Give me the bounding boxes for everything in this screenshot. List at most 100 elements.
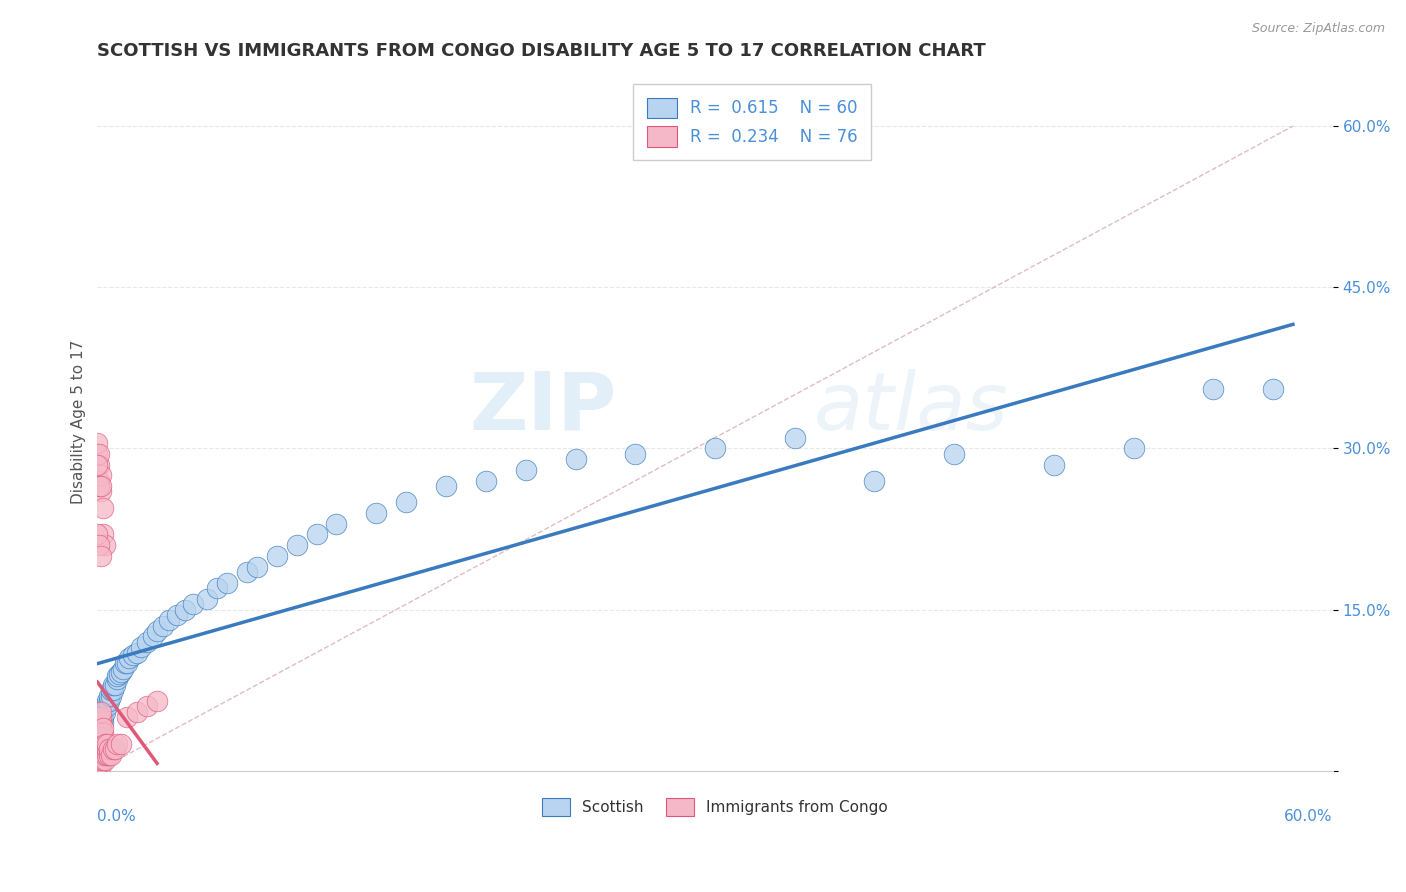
Point bbox=[91, 710, 114, 724]
Point bbox=[86, 747, 108, 762]
Point bbox=[94, 705, 117, 719]
Point bbox=[285, 538, 308, 552]
Point bbox=[114, 657, 136, 671]
Point bbox=[115, 657, 138, 671]
Point bbox=[127, 646, 149, 660]
Point bbox=[94, 737, 117, 751]
Point bbox=[89, 458, 111, 472]
Point bbox=[90, 721, 112, 735]
Point bbox=[89, 758, 111, 772]
Point bbox=[89, 729, 111, 743]
Point bbox=[94, 742, 117, 756]
Point bbox=[104, 678, 127, 692]
Point bbox=[246, 559, 269, 574]
Point bbox=[90, 479, 112, 493]
Point bbox=[94, 699, 117, 714]
Text: 60.0%: 60.0% bbox=[1284, 809, 1333, 824]
Point bbox=[1043, 458, 1066, 472]
Point bbox=[89, 726, 111, 740]
Point bbox=[86, 458, 108, 472]
Point bbox=[110, 665, 132, 679]
Point bbox=[94, 747, 117, 762]
Text: 0.0%: 0.0% bbox=[97, 809, 136, 824]
Point bbox=[91, 527, 114, 541]
Point bbox=[91, 737, 114, 751]
Text: ZIP: ZIP bbox=[470, 368, 616, 447]
Legend: Scottish, Immigrants from Congo: Scottish, Immigrants from Congo bbox=[536, 791, 894, 822]
Point bbox=[86, 744, 108, 758]
Point bbox=[89, 751, 111, 765]
Point bbox=[96, 747, 118, 762]
Text: Source: ZipAtlas.com: Source: ZipAtlas.com bbox=[1251, 22, 1385, 36]
Point bbox=[89, 538, 111, 552]
Point bbox=[89, 731, 111, 746]
Point bbox=[195, 591, 218, 606]
Point bbox=[90, 549, 112, 563]
Point bbox=[89, 742, 111, 756]
Point bbox=[90, 753, 112, 767]
Point bbox=[98, 747, 121, 762]
Point bbox=[266, 549, 288, 563]
Point bbox=[783, 431, 806, 445]
Point bbox=[205, 581, 228, 595]
Point bbox=[90, 710, 112, 724]
Point bbox=[91, 747, 114, 762]
Point bbox=[89, 479, 111, 493]
Point bbox=[122, 648, 145, 662]
Point bbox=[118, 651, 141, 665]
Point bbox=[90, 747, 112, 762]
Point bbox=[91, 705, 114, 719]
Point bbox=[105, 673, 128, 687]
Point bbox=[86, 755, 108, 769]
Point bbox=[305, 527, 328, 541]
Point bbox=[434, 479, 457, 493]
Point bbox=[90, 726, 112, 740]
Point bbox=[146, 694, 169, 708]
Point bbox=[564, 452, 586, 467]
Point bbox=[89, 721, 111, 735]
Point bbox=[90, 742, 112, 756]
Point bbox=[127, 705, 149, 719]
Point bbox=[115, 710, 138, 724]
Point bbox=[146, 624, 169, 638]
Point bbox=[91, 742, 114, 756]
Point bbox=[89, 747, 111, 762]
Point bbox=[103, 742, 125, 756]
Point bbox=[366, 506, 388, 520]
Point bbox=[1202, 382, 1225, 396]
Point bbox=[325, 516, 347, 531]
Point bbox=[89, 753, 111, 767]
Point bbox=[90, 468, 112, 483]
Point bbox=[89, 744, 111, 758]
Point bbox=[96, 737, 118, 751]
Text: SCOTTISH VS IMMIGRANTS FROM CONGO DISABILITY AGE 5 TO 17 CORRELATION CHART: SCOTTISH VS IMMIGRANTS FROM CONGO DISABI… bbox=[97, 42, 986, 60]
Point bbox=[91, 715, 114, 730]
Point bbox=[91, 753, 114, 767]
Point bbox=[152, 618, 174, 632]
Point bbox=[100, 689, 122, 703]
Point bbox=[94, 753, 117, 767]
Point bbox=[112, 662, 135, 676]
Point bbox=[136, 634, 159, 648]
Point bbox=[136, 699, 159, 714]
Point bbox=[395, 495, 418, 509]
Point bbox=[94, 538, 117, 552]
Point bbox=[100, 683, 122, 698]
Point bbox=[90, 758, 112, 772]
Point bbox=[90, 705, 112, 719]
Point bbox=[86, 758, 108, 772]
Point bbox=[215, 575, 238, 590]
Point bbox=[1261, 382, 1284, 396]
Point bbox=[624, 447, 647, 461]
Point bbox=[98, 742, 121, 756]
Point bbox=[89, 755, 111, 769]
Point bbox=[86, 753, 108, 767]
Point bbox=[89, 474, 111, 488]
Point bbox=[129, 640, 152, 655]
Point bbox=[103, 678, 125, 692]
Point bbox=[90, 484, 112, 499]
Point bbox=[90, 731, 112, 746]
Point bbox=[96, 694, 118, 708]
Point bbox=[515, 463, 537, 477]
Point bbox=[89, 740, 111, 755]
